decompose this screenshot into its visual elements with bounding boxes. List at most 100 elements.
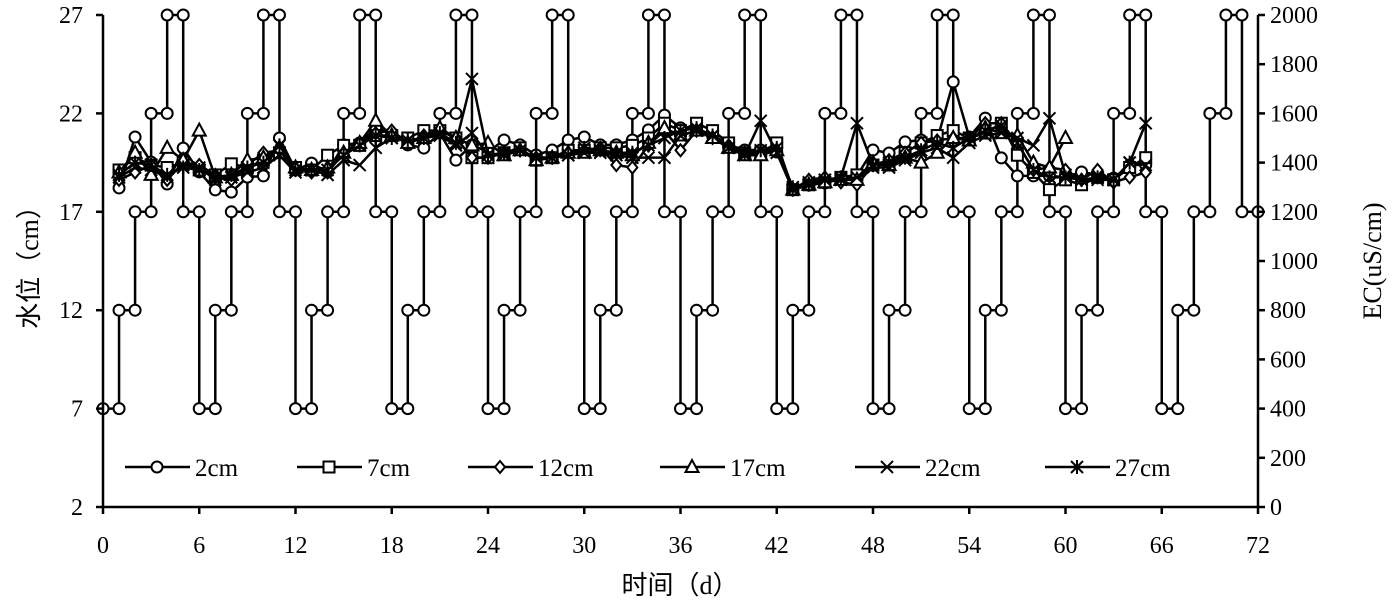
y2-tick-label: 200: [1270, 446, 1306, 472]
water-level-point: [561, 205, 575, 219]
water-level-point: [401, 303, 415, 317]
data-point-22cm: [352, 158, 367, 172]
data-point-17cm: [912, 153, 930, 169]
water-level-point: [1042, 8, 1056, 22]
data-point-27cm: [721, 140, 736, 155]
data-point-2cm: [994, 151, 1008, 165]
data-point-17cm: [158, 138, 176, 154]
water-level-point: [946, 8, 960, 22]
water-level-point: [128, 303, 142, 317]
data-point-27cm: [144, 158, 158, 173]
water-level-point: [770, 402, 784, 416]
water-level-point: [577, 205, 591, 219]
water-level-point: [545, 106, 559, 120]
data-point-27cm: [593, 143, 607, 158]
water-level-point: [321, 205, 335, 219]
water-level-point: [433, 205, 447, 219]
water-level-point: [433, 106, 447, 120]
water-level-point: [176, 8, 190, 22]
data-point-7cm: [1042, 183, 1056, 197]
data-point-27cm: [866, 158, 880, 173]
water-level-point: [1107, 106, 1121, 120]
data-point-27cm: [336, 148, 351, 163]
data-point-27cm: [481, 148, 495, 163]
water-level-point: [834, 8, 848, 22]
data-point-27cm: [513, 143, 527, 158]
data-point-27cm: [770, 140, 784, 155]
data-point-27cm: [112, 167, 126, 182]
water-level-point: [1059, 205, 1072, 219]
data-point-2cm: [449, 153, 463, 167]
water-level-point: [1026, 106, 1040, 120]
data-point-12cm: [674, 142, 687, 158]
data-point-27cm: [1122, 155, 1137, 170]
data-point-12cm: [1123, 169, 1136, 185]
data-point-27cm: [256, 155, 271, 170]
water-level-point: [305, 303, 319, 317]
water-level-point: [674, 205, 687, 219]
y2-tick-label: 1400: [1270, 151, 1318, 177]
x-tick-label: 12: [284, 533, 308, 559]
data-point-17cm: [463, 136, 481, 152]
data-point-27cm: [1139, 116, 1153, 131]
data-point-27cm: [433, 126, 447, 141]
data-point-27cm: [385, 131, 399, 145]
water-level-point: [738, 106, 752, 120]
water-level-point: [144, 106, 158, 120]
water-level-point: [946, 205, 960, 219]
water-level-point: [192, 205, 206, 219]
water-level-point: [866, 205, 880, 219]
water-level-point: [850, 8, 864, 22]
data-point-27cm: [625, 145, 640, 160]
water-level-point: [1123, 8, 1137, 22]
water-level-point: [1139, 8, 1153, 22]
data-point-2cm: [497, 133, 511, 147]
data-point-27cm: [192, 162, 206, 177]
water-level-point: [850, 205, 864, 219]
x-tick-label: 72: [1246, 533, 1270, 559]
y2-tick-label: 1200: [1270, 200, 1318, 226]
legend-label: 17cm: [730, 455, 786, 482]
water-level-point: [1010, 205, 1024, 219]
water-level-point: [1171, 303, 1185, 317]
water-level-point: [513, 205, 527, 219]
water-level-point: [176, 205, 190, 219]
water-level-point: [337, 205, 351, 219]
legend-marker: [683, 457, 701, 473]
data-point-17cm: [191, 121, 208, 137]
x-tick-label: 30: [572, 533, 596, 559]
y2-tick-label: 1000: [1270, 249, 1318, 275]
water-level-point: [112, 402, 126, 416]
water-level-point: [1203, 106, 1217, 120]
water-level-point: [256, 106, 270, 120]
water-level-point: [802, 303, 816, 317]
data-point-27cm: [657, 131, 672, 145]
water-level-point: [914, 106, 928, 120]
water-level-point: [1187, 205, 1201, 219]
data-point-27cm: [962, 131, 976, 145]
water-level-point: [593, 402, 607, 416]
water-level-point: [657, 8, 671, 22]
data-point-27cm: [208, 170, 222, 185]
water-level-point: [513, 303, 527, 317]
water-level-point: [160, 8, 174, 22]
data-point-22cm: [1026, 138, 1041, 153]
water-level-point: [545, 8, 559, 22]
water-level-point: [818, 106, 832, 120]
water-level-point: [289, 402, 302, 416]
water-level-point: [1091, 303, 1105, 317]
water-level-point: [786, 303, 800, 317]
data-point-27cm: [705, 128, 720, 143]
data-point-27cm: [240, 160, 255, 175]
water-level-point: [353, 8, 367, 22]
y-tick-label: 22: [59, 101, 83, 127]
y2-tick-label: 1600: [1270, 101, 1318, 127]
data-point-2cm: [946, 75, 960, 89]
legend-label: 22cm: [925, 455, 981, 482]
water-level-point: [208, 402, 222, 416]
x-tick-label: 18: [380, 533, 404, 559]
water-level-point: [641, 106, 655, 120]
water-level-point: [690, 402, 704, 416]
water-level-point: [385, 205, 399, 219]
water-level-point: [882, 303, 896, 317]
